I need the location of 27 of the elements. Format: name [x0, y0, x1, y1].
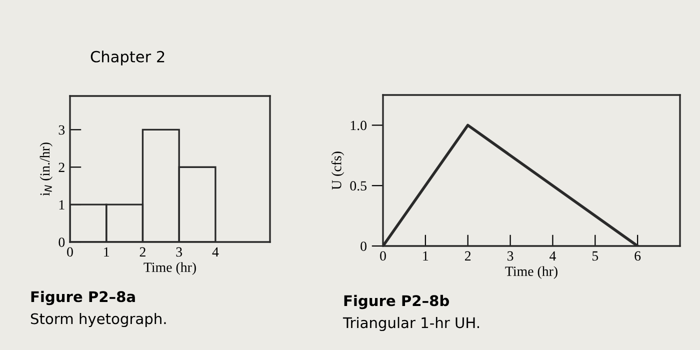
- y-tick-label: 2: [58, 162, 64, 172]
- y-tick-label: 1.0: [350, 120, 366, 130]
- y-axis-title: i$_{N}$ (in./hr): [40, 142, 52, 196]
- text: Storm hyetograph.: [30, 312, 166, 328]
- x-tick-label: 6: [634, 251, 641, 261]
- chart-title: Chapter 2: [90, 50, 164, 66]
- x-tick-label: 1: [104, 247, 110, 256]
- x-tick-label: 2: [464, 251, 471, 260]
- x-axis-title: Time (hr): [505, 266, 558, 279]
- x-tick-label: 0: [380, 251, 386, 261]
- x-tick-label: 4: [212, 247, 219, 256]
- caption: Figure P2–8b: [344, 294, 449, 310]
- x-axis-title: Time (hr): [144, 262, 196, 275]
- x-tick-label: 4: [550, 251, 556, 260]
- y-tick-label: 0: [58, 238, 65, 247]
- x-tick-label: 3: [176, 247, 182, 257]
- x-tick-label: 3: [507, 251, 514, 261]
- x-tick-label: 5: [592, 251, 598, 261]
- text: Triangular 1-hr UH.: [342, 316, 479, 332]
- y-tick-label: 1: [59, 200, 64, 210]
- x-tick-label: 1: [423, 251, 428, 260]
- x-tick-label: 0: [67, 247, 73, 257]
- y-axis-title: U (cfs): [331, 152, 344, 190]
- y-tick-label: 0.5: [350, 181, 366, 191]
- x-tick-label: 2: [140, 247, 146, 256]
- y-tick-label: 3: [58, 125, 65, 135]
- caption: Figure P2–8a: [31, 290, 135, 306]
